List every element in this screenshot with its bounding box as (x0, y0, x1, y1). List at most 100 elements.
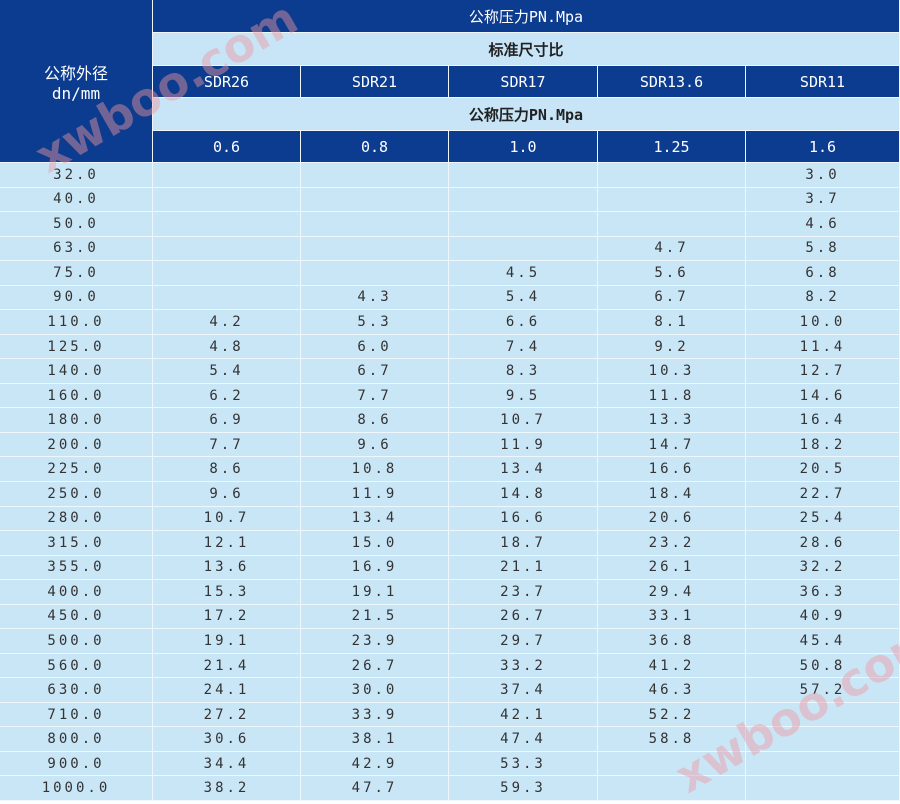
cell: 500.0 (0, 629, 153, 654)
cell: 32.2 (746, 555, 900, 581)
cell: 3.0 (746, 163, 900, 188)
cell: 23.9 (301, 629, 449, 654)
cell (449, 212, 598, 237)
cell: 33.9 (301, 702, 449, 728)
cell: 28.6 (746, 531, 900, 556)
cell: 52.2 (598, 702, 746, 728)
cell: 4.6 (746, 212, 900, 237)
cell: 7.4 (449, 334, 598, 360)
cell: 800.0 (0, 727, 153, 752)
cell (153, 187, 301, 213)
cell: 6.2 (153, 383, 301, 409)
sdr-header: SDR21 (301, 66, 449, 98)
cell: 110.0 (0, 310, 153, 335)
cell: 50.8 (746, 653, 900, 679)
cell: 9.2 (598, 334, 746, 360)
cell: 5.6 (598, 261, 746, 286)
cell: 11.9 (449, 432, 598, 458)
cell (301, 236, 449, 262)
cell: 36.8 (598, 629, 746, 654)
cell: 27.2 (153, 702, 301, 728)
cell: 22.7 (746, 482, 900, 507)
pressure-header: 0.8 (301, 131, 449, 163)
cell (153, 285, 301, 311)
cell: 30.6 (153, 727, 301, 752)
cell: 250.0 (0, 482, 153, 507)
cell: 10.0 (746, 310, 900, 335)
cell: 50.0 (0, 212, 153, 237)
cell: 6.7 (598, 285, 746, 311)
cell: 6.8 (746, 261, 900, 286)
cell: 26.7 (449, 604, 598, 630)
cell: 9.5 (449, 383, 598, 409)
cell: 34.4 (153, 751, 301, 777)
cell: 47.7 (301, 776, 449, 801)
pressure-header: 1.0 (449, 131, 598, 163)
cell: 4.7 (598, 236, 746, 262)
cell: 47.4 (449, 727, 598, 752)
cell: 8.2 (746, 285, 900, 311)
cell (746, 702, 900, 728)
pressure-title: 公称压力PN.Mpa (153, 0, 900, 33)
cell: 630.0 (0, 678, 153, 703)
cell: 5.4 (449, 285, 598, 311)
sdr-header: SDR13.6 (598, 66, 746, 98)
cell: 5.3 (301, 310, 449, 335)
cell: 13.3 (598, 408, 746, 433)
cell: 8.6 (153, 457, 301, 482)
cell: 3.7 (746, 187, 900, 213)
cell: 5.4 (153, 359, 301, 384)
cell: 75.0 (0, 261, 153, 286)
cell: 19.1 (153, 629, 301, 654)
cell (449, 236, 598, 262)
cell: 6.7 (301, 359, 449, 384)
cell (598, 751, 746, 777)
cell: 180.0 (0, 408, 153, 433)
cell: 560.0 (0, 653, 153, 679)
cell (153, 236, 301, 262)
pressure-header: 1.6 (746, 131, 900, 163)
cell: 6.0 (301, 334, 449, 360)
cell: 8.6 (301, 408, 449, 433)
cell: 6.6 (449, 310, 598, 335)
cell: 24.1 (153, 678, 301, 703)
cell (153, 261, 301, 286)
cell: 63.0 (0, 236, 153, 262)
cell: 9.6 (301, 432, 449, 458)
cell: 225.0 (0, 457, 153, 482)
cell: 400.0 (0, 580, 153, 605)
cell: 1000.0 (0, 776, 153, 801)
cell: 21.4 (153, 653, 301, 679)
cell: 450.0 (0, 604, 153, 630)
cell: 21.5 (301, 604, 449, 630)
sdr-title: 标准尺寸比 (153, 33, 900, 66)
cell: 140.0 (0, 359, 153, 384)
cell (746, 751, 900, 777)
cell: 38.2 (153, 776, 301, 801)
cell: 710.0 (0, 702, 153, 728)
cell: 20.6 (598, 506, 746, 532)
cell: 25.4 (746, 506, 900, 532)
cell: 8.3 (449, 359, 598, 384)
cell (449, 163, 598, 188)
cell: 30.0 (301, 678, 449, 703)
cell: 900.0 (0, 751, 153, 777)
cell: 160.0 (0, 383, 153, 409)
cell: 42.9 (301, 751, 449, 777)
cell (598, 776, 746, 801)
cell: 13.4 (449, 457, 598, 482)
cell: 13.4 (301, 506, 449, 532)
cell (301, 212, 449, 237)
cell: 45.4 (746, 629, 900, 654)
corner-header: 公称外径 dn/mm (0, 0, 153, 163)
cell: 4.8 (153, 334, 301, 360)
cell: 33.2 (449, 653, 598, 679)
cell: 14.7 (598, 432, 746, 458)
cell: 16.6 (449, 506, 598, 532)
cell: 18.2 (746, 432, 900, 458)
cell: 20.5 (746, 457, 900, 482)
cell: 90.0 (0, 285, 153, 311)
cell: 11.9 (301, 482, 449, 507)
cell: 7.7 (153, 432, 301, 458)
cell: 5.8 (746, 236, 900, 262)
